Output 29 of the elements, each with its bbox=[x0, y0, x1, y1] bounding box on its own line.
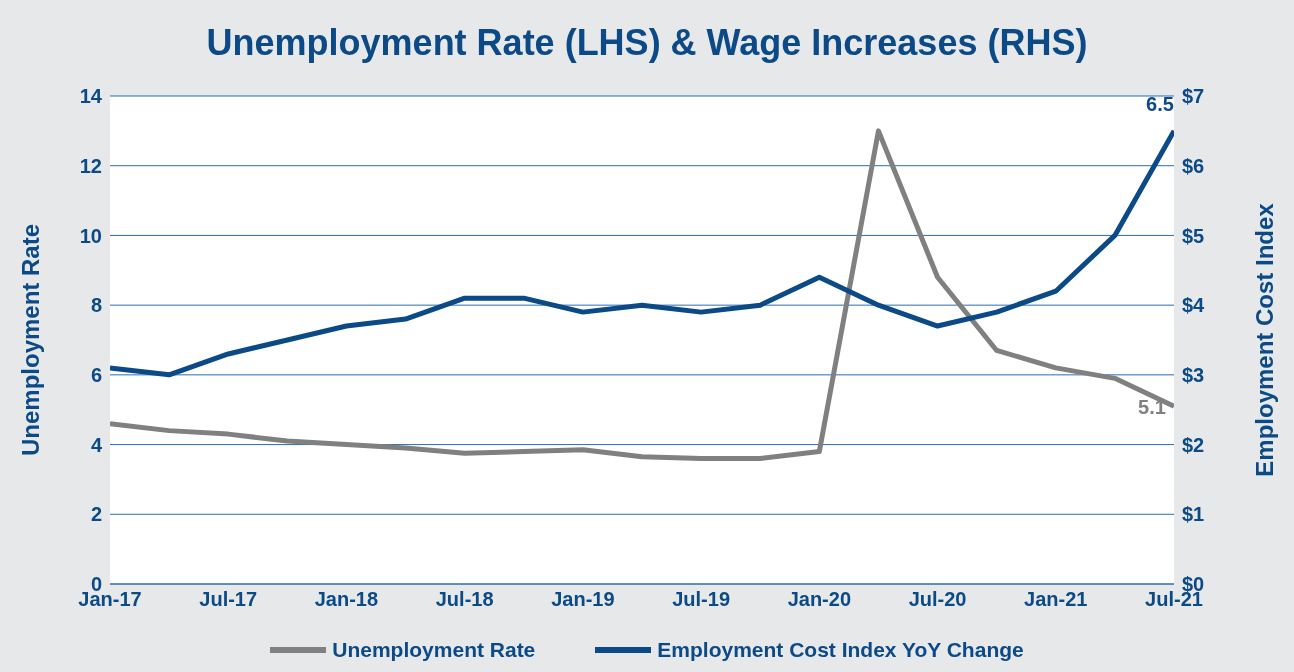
x-tick-label: Jan-19 bbox=[551, 588, 615, 611]
y2-tick-label: $7 bbox=[1182, 85, 1205, 108]
legend-label: Unemployment Rate bbox=[332, 638, 536, 662]
y2-tick-label: $6 bbox=[1182, 154, 1205, 177]
y2-tick-label: $1 bbox=[1182, 503, 1205, 526]
data-label: 5.1 bbox=[1138, 396, 1166, 419]
y2-tick-label: $4 bbox=[1182, 294, 1206, 317]
x-tick-label: Jul-19 bbox=[672, 588, 731, 611]
x-tick-label: Jul-20 bbox=[908, 588, 967, 611]
y-tick-label: 12 bbox=[79, 154, 102, 177]
y-tick-label: 6 bbox=[90, 363, 102, 386]
x-tick-label: Jan-18 bbox=[314, 588, 379, 611]
y2-tick-label: $2 bbox=[1182, 433, 1205, 456]
legend-label: Employment Cost Index YoY Change bbox=[657, 638, 1024, 662]
y-tick-label: 10 bbox=[79, 224, 102, 247]
data-label: 6.5 bbox=[1146, 92, 1174, 115]
y2-tick-label: $5 bbox=[1182, 224, 1205, 247]
y-tick-label: 2 bbox=[90, 503, 102, 526]
x-tick-label: Jul-18 bbox=[435, 588, 494, 611]
y2-tick-label: $3 bbox=[1182, 363, 1205, 386]
y-axis-title: Unemployment Rate bbox=[16, 223, 44, 457]
y-tick-label: 14 bbox=[79, 85, 103, 108]
x-tick-label: Jan-21 bbox=[1024, 588, 1088, 611]
chart-title: Unemployment Rate (LHS) & Wage Increases (RHS) bbox=[205, 21, 1089, 65]
x-tick-label: Jan-20 bbox=[787, 588, 852, 611]
y-tick-label: 4 bbox=[90, 433, 103, 456]
y-tick-label: 8 bbox=[90, 294, 102, 317]
y2-axis-title: Employment Cost Index bbox=[1250, 202, 1278, 477]
x-tick-label: Jul-17 bbox=[199, 588, 258, 611]
